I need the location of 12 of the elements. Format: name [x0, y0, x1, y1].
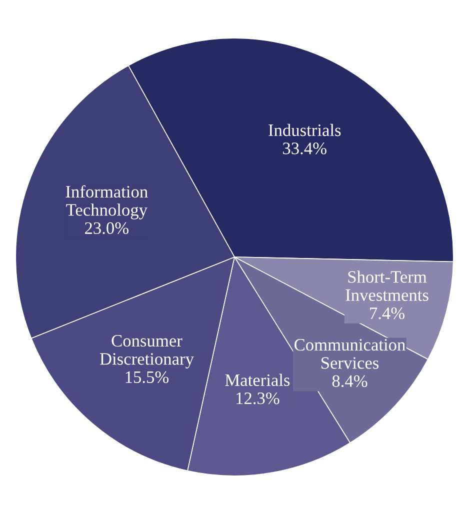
data-label: 8.4% [332, 375, 368, 388]
slice-label: Information Technology [66, 185, 148, 220]
data-label: 7.4% [370, 307, 405, 320]
slice-label: Communication Services [294, 338, 406, 369]
slice-label: Consumer Discretionary [100, 334, 194, 368]
data-label: 15.5% [126, 371, 169, 384]
data-label: 23.0% [85, 222, 128, 234]
slice-label: Materials [225, 374, 290, 386]
data-label: 12.3% [236, 392, 280, 404]
slice-label: Short-Term Investments [346, 270, 428, 301]
slice-label: Industrials [268, 124, 341, 136]
data-label: 33.4% [283, 142, 326, 154]
